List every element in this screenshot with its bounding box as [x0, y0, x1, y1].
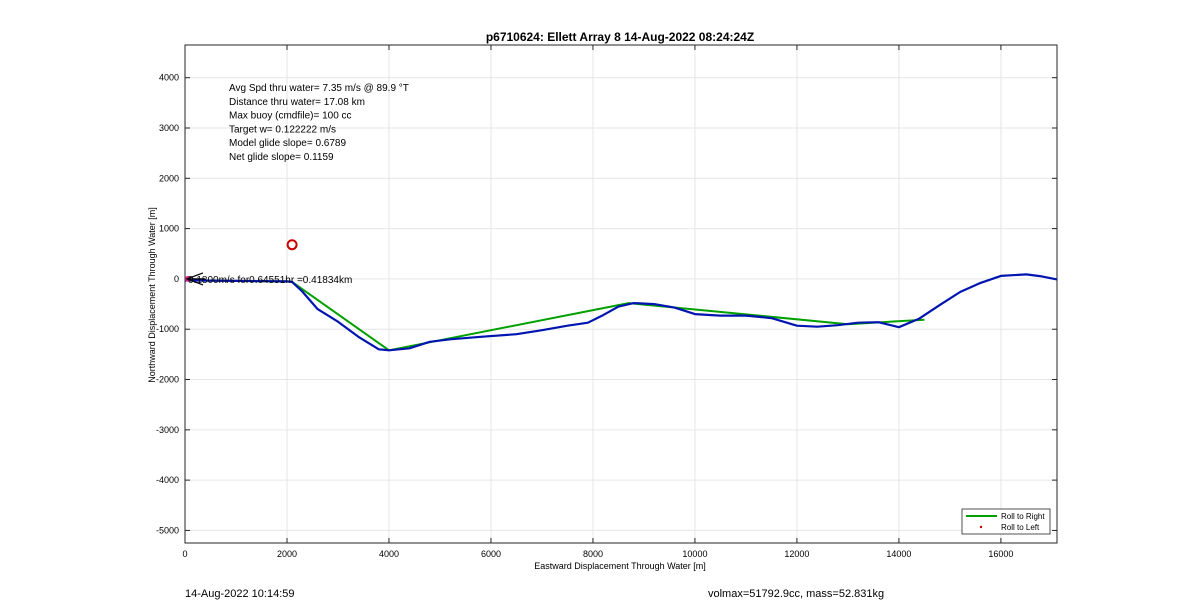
x-tick-label: 10000: [682, 549, 707, 559]
x-tick-label: 14000: [886, 549, 911, 559]
x-tick-label: 8000: [583, 549, 603, 559]
annotation-line: Model glide slope= 0.6789: [229, 138, 346, 149]
y-tick-label: -5000: [156, 525, 179, 535]
footer-volmax-mass: volmax=51792.9cc, mass=52.831kg: [708, 588, 885, 600]
grid-lines: [184, 45, 1057, 543]
legend-label-roll-to-right: Roll to Right: [1001, 512, 1045, 521]
axes-box: [184, 44, 1058, 544]
annotation-line: Target w= 0.122222 m/s: [229, 124, 336, 135]
annotation-line: Max buoy (cmdfile)= 100 cc: [229, 111, 352, 122]
x-tick-label: 0: [182, 549, 187, 559]
chart-title: p6710624: Ellett Array 8 14-Aug-2022 08:…: [486, 30, 754, 44]
y-tick-label: 2000: [159, 173, 179, 183]
legend: Roll to Right Roll to Left: [961, 508, 1051, 535]
series-layer: 0.1800m/s for0.64551hr =0.41834km: [184, 239, 1058, 352]
y-tick-label: -1000: [156, 324, 179, 334]
stats-annotation-block: Avg Spd thru water= 7.35 m/s @ 89.9 °T Di…: [229, 83, 409, 163]
y-axis-ticks: -5000 -4000 -3000 -2000 -1000 0 1000 2000 3000 40…: [156, 73, 1057, 535]
x-tick-label: 4000: [379, 549, 399, 559]
legend-box: [961, 508, 1051, 535]
annotation-line: Net glide slope= 0.1159: [229, 152, 334, 163]
legend-swatch-roll-to-left: [979, 525, 983, 529]
current-arrow-head: [185, 272, 204, 286]
x-tick-label: 12000: [784, 549, 809, 559]
x-axis-label: Eastward Displacement Through Water [m]: [534, 561, 706, 571]
target-circle-marker: [286, 239, 298, 251]
y-tick-label: -3000: [156, 425, 179, 435]
y-tick-label: 3000: [159, 123, 179, 133]
x-axis-ticks: 0 2000 4000 6000 8000 10000 12000 14000 16000: [182, 45, 1013, 559]
annotation-line: Distance thru water= 17.08 km: [229, 97, 365, 108]
y-tick-label: 4000: [159, 73, 179, 83]
legend-label-roll-to-left: Roll to Left: [1001, 523, 1040, 532]
series-line-track: [184, 273, 1058, 352]
series-line-roll-to-right: [184, 279, 925, 352]
annotation-line: Avg Spd thru water= 7.35 m/s @ 89.9 °T: [229, 83, 409, 94]
x-tick-label: 6000: [481, 549, 501, 559]
x-tick-label: 16000: [988, 549, 1013, 559]
y-tick-label: 0: [174, 274, 179, 284]
x-tick-label: 2000: [277, 549, 297, 559]
current-arrow-label: 0.1800m/s for0.64551hr =0.41834km: [188, 275, 352, 286]
y-axis-label: Northward Displacement Through Water [m]: [147, 207, 157, 383]
y-tick-label: -4000: [156, 475, 179, 485]
y-tick-label: -2000: [156, 375, 179, 385]
y-tick-label: 1000: [159, 224, 179, 234]
footer-timestamp: 14-Aug-2022 10:14:59: [185, 588, 295, 600]
